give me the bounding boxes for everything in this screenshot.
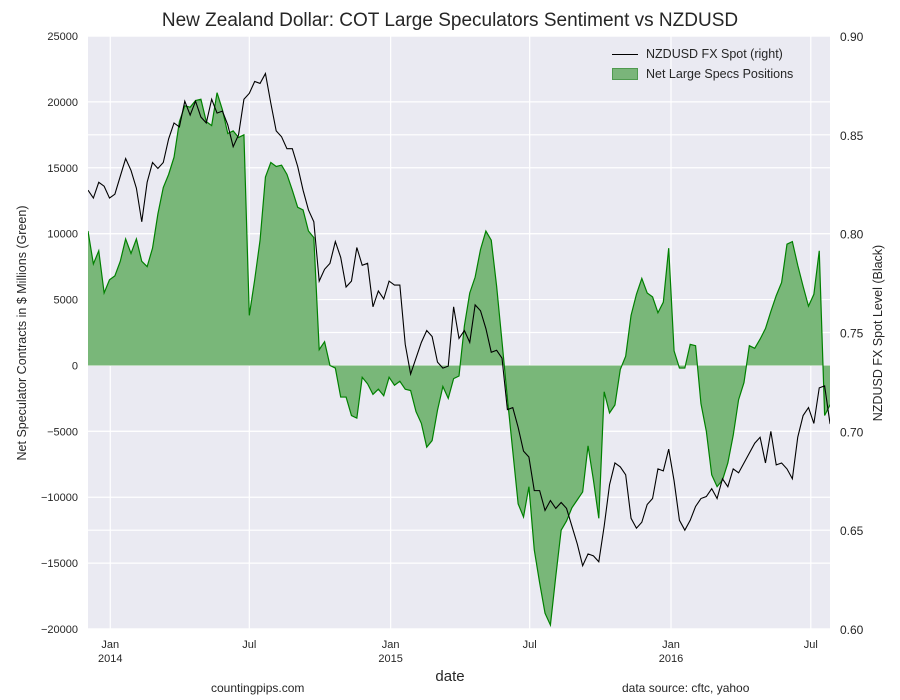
y-tick-label-left: 20000 <box>47 97 78 109</box>
x-tick-label: Jan <box>382 639 400 651</box>
y-tick-label-left: 5000 <box>54 295 78 307</box>
y-tick-label-left: 10000 <box>47 229 78 241</box>
y-tick-label-left: −10000 <box>41 492 78 504</box>
x-tick-label: Jul <box>242 639 256 651</box>
net-specs-area <box>88 92 830 626</box>
legend-area-swatch <box>612 68 638 80</box>
x-tick-year-label: 2015 <box>378 653 402 665</box>
y-tick-label-right: 0.65 <box>840 524 864 538</box>
y-tick-label-right: 0.70 <box>840 425 864 439</box>
y-tick-label-left: −20000 <box>41 624 78 636</box>
y-tick-label-left: −5000 <box>47 426 78 438</box>
legend-label-spot: NZDUSD FX Spot (right) <box>646 47 783 61</box>
y-tick-label-left: 25000 <box>47 31 78 43</box>
x-tick-label: Jan <box>662 639 680 651</box>
legend-label-specs: Net Large Specs Positions <box>646 67 794 81</box>
x-tick-year-label: 2014 <box>98 653 122 665</box>
y-tick-label-right: 0.90 <box>840 30 864 44</box>
y-tick-label-right: 0.75 <box>840 327 864 341</box>
legend-line-swatch <box>612 53 638 55</box>
legend-item-specs: Net Large Specs Positions <box>612 64 793 84</box>
y-tick-label-left: 15000 <box>47 163 78 175</box>
net-specs-edge-line <box>88 92 830 628</box>
y-tick-label-right: 0.80 <box>840 228 864 242</box>
footer-source-site: countingpips.com <box>211 681 305 695</box>
y-axis-right-label: NZDUSD FX Spot Level (Black) <box>871 244 885 422</box>
legend-item-spot: NZDUSD FX Spot (right) <box>612 44 793 64</box>
y-tick-label-left: −15000 <box>41 558 78 570</box>
x-tick-label: Jan <box>101 639 119 651</box>
chart-title: New Zealand Dollar: COT Large Speculator… <box>161 10 739 31</box>
x-tick-label: Jul <box>804 639 818 651</box>
y-tick-label-left: 0 <box>72 360 78 372</box>
x-tick-year-label: 2016 <box>659 653 683 665</box>
x-axis-label: date <box>435 668 465 685</box>
y-tick-label-right: 0.60 <box>840 623 864 637</box>
footer-data-source: data source: cftc, yahoo <box>622 681 750 695</box>
y-tick-label-right: 0.85 <box>840 129 864 143</box>
nzdusd-spot-line <box>88 71 830 568</box>
y-axis-left-label: Net Speculator Contracts in $ Millions (… <box>15 205 29 461</box>
legend: NZDUSD FX Spot (right) Net Large Specs P… <box>612 44 793 84</box>
x-tick-label: Jul <box>523 639 537 651</box>
